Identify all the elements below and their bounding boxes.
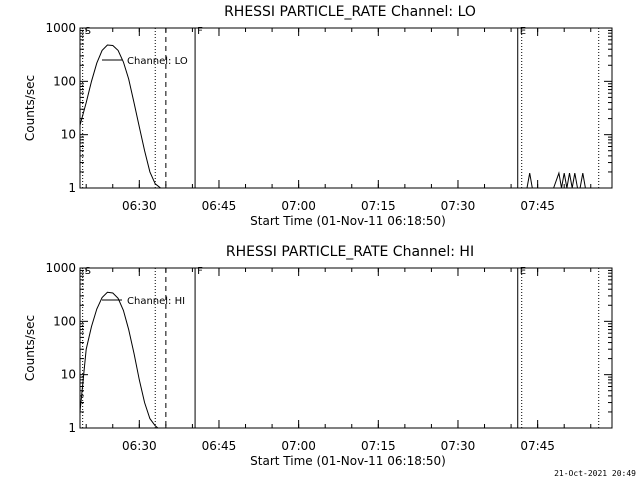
y-axis-label: Counts/sec: [23, 315, 37, 381]
legend-label: Channel: LO: [127, 56, 188, 67]
y-tick-label: 1: [68, 181, 76, 195]
time-marker-label: S: [85, 266, 91, 277]
time-marker-label: F: [197, 266, 203, 277]
x-axis-label: Start Time (01-Nov-11 06:18:50): [250, 454, 446, 468]
chart-title: RHESSI PARTICLE_RATE Channel: HI: [226, 244, 474, 260]
x-tick-label: 07:00: [281, 439, 316, 453]
series-line: [521, 171, 591, 188]
y-tick-label: 1000: [45, 21, 76, 35]
x-axis-label: Start Time (01-Nov-11 06:18:50): [250, 214, 446, 228]
y-tick-label: 10: [61, 128, 76, 142]
time-marker-label: E: [520, 26, 526, 37]
x-tick-label: 06:45: [202, 199, 237, 213]
x-tick-label: 06:30: [122, 199, 157, 213]
y-tick-label: 1000: [45, 261, 76, 275]
footer-timestamp: 21-Oct-2021 20:49: [554, 469, 636, 478]
y-tick-label: 100: [53, 74, 76, 88]
series-line: [80, 44, 161, 188]
plot-frame: [79, 27, 613, 189]
y-tick-label: 1: [68, 421, 76, 435]
x-tick-label: 07:45: [520, 199, 555, 213]
time-marker-label: S: [85, 26, 91, 37]
y-tick-label: 100: [53, 314, 76, 328]
chart-title: RHESSI PARTICLE_RATE Channel: LO: [224, 4, 476, 20]
x-tick-label: 07:15: [361, 439, 396, 453]
x-tick-label: 06:45: [202, 439, 237, 453]
x-tick-label: 07:45: [520, 439, 555, 453]
y-tick-label: 10: [61, 368, 76, 382]
x-tick-label: 07:30: [441, 199, 476, 213]
x-tick-label: 06:30: [122, 439, 157, 453]
time-marker-label: F: [197, 26, 203, 37]
x-tick-label: 07:00: [281, 199, 316, 213]
y-axis-label: Counts/sec: [23, 75, 37, 141]
time-marker-label: E: [520, 266, 526, 277]
x-tick-label: 07:15: [361, 199, 396, 213]
series-line: [80, 291, 159, 428]
plot-frame: [79, 267, 613, 429]
x-tick-label: 07:30: [441, 439, 476, 453]
legend-label: Channel: HI: [127, 296, 185, 307]
